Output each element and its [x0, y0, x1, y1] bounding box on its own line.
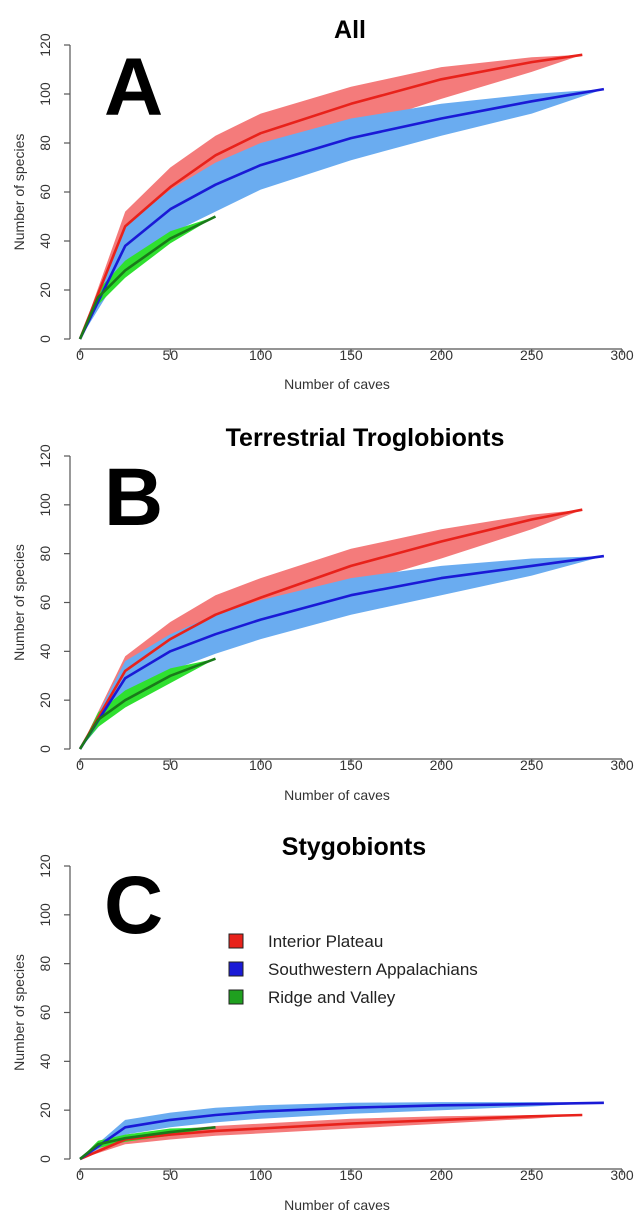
legend-swatch	[228, 989, 244, 1005]
chart-panel-c: 0 50 100 150 200 250 300 0 20 40 60 80 100 120 Number …	[11, 833, 634, 1213]
legend: Interior Plateau Southwestern Appalachian…	[228, 932, 478, 1007]
y-tick-label: 120	[37, 854, 53, 878]
x-tick-label: 0	[76, 347, 84, 363]
y-tick-label: 40	[37, 233, 53, 249]
y-tick-label: 60	[37, 184, 53, 200]
y-tick-label: 80	[37, 956, 53, 972]
y-tick-label: 120	[37, 444, 53, 468]
sw-appalachians-confidence-band	[80, 89, 604, 339]
x-tick-label: 150	[339, 757, 363, 773]
x-axis-label: Number of caves	[284, 376, 390, 392]
x-tick-label: 100	[249, 1167, 273, 1183]
sw-appalachians-line	[78, 87, 605, 340]
x-tick-label: 100	[249, 757, 273, 773]
panel-letter: B	[104, 452, 163, 543]
interior-plateau-line	[78, 508, 583, 750]
panel-letter: C	[104, 860, 163, 951]
panel-letter: A	[104, 42, 163, 133]
sw-appalachians-line	[79, 1101, 604, 1161]
x-tick-label: 250	[520, 347, 544, 363]
y-tick-label: 0	[37, 1155, 53, 1163]
ridge-valley-line	[78, 657, 216, 750]
legend-label: Southwestern Appalachians	[268, 960, 478, 979]
x-tick-label: 300	[610, 1167, 634, 1183]
y-tick-label: 20	[37, 692, 53, 708]
y-tick-label: 80	[37, 546, 53, 562]
chart-panel-b: 0 50 100 150 200 250 300 0 20 40 60 80 100 120 Number …	[11, 424, 634, 803]
y-tick-label: 100	[37, 903, 53, 927]
x-tick-label: 150	[339, 347, 363, 363]
x-tick-label: 200	[430, 1167, 454, 1183]
interior-plateau-line	[79, 1113, 583, 1161]
x-tick-label: 100	[249, 347, 273, 363]
legend-swatch	[228, 933, 244, 949]
chart-title: All	[334, 16, 366, 44]
y-axis-label: Number of species	[11, 544, 27, 661]
x-tick-label: 200	[430, 347, 454, 363]
ridge-valley-line	[79, 1126, 216, 1161]
x-tick-label: 150	[339, 1167, 363, 1183]
sw-appalachians-confidence-band	[80, 556, 604, 749]
legend-label: Interior Plateau	[268, 932, 383, 951]
y-tick-label: 20	[37, 282, 53, 298]
y-tick-label: 80	[37, 135, 53, 151]
y-axis-label: Number of species	[11, 134, 27, 251]
interior-plateau-confidence-band	[80, 509, 583, 749]
interior-plateau-line	[78, 53, 583, 340]
chart-title: Terrestrial Troglobionts	[226, 424, 505, 452]
x-axis-label: Number of caves	[284, 787, 390, 803]
x-tick-label: 300	[610, 757, 634, 773]
y-tick-label: 0	[37, 335, 53, 343]
legend-label: Ridge and Valley	[268, 988, 396, 1007]
x-tick-label: 0	[76, 1167, 84, 1183]
y-tick-label: 20	[37, 1102, 53, 1118]
x-tick-label: 0	[76, 757, 84, 773]
y-tick-label: 60	[37, 1005, 53, 1021]
legend-swatch	[228, 961, 244, 977]
x-tick-label: 250	[520, 1167, 544, 1183]
y-axis-label: Number of species	[11, 954, 27, 1071]
y-tick-label: 40	[37, 1053, 53, 1069]
y-tick-label: 60	[37, 595, 53, 611]
y-tick-label: 40	[37, 643, 53, 659]
x-tick-label: 50	[163, 347, 179, 363]
y-tick-label: 100	[37, 493, 53, 517]
x-tick-label: 50	[163, 1167, 179, 1183]
y-tick-label: 0	[37, 745, 53, 753]
chart-panel-a: 0 50 100 150 200 250 300 0 20 40 60 80 100 120 Number …	[11, 16, 634, 392]
chart-title: Stygobionts	[282, 833, 426, 861]
x-tick-label: 50	[163, 757, 179, 773]
x-axis-label: Number of caves	[284, 1197, 390, 1213]
ridge-valley-line	[78, 215, 217, 340]
x-tick-label: 300	[610, 347, 634, 363]
x-tick-label: 250	[520, 757, 544, 773]
y-tick-label: 120	[37, 33, 53, 57]
sw-appalachians-line	[78, 554, 605, 750]
y-tick-label: 100	[37, 82, 53, 106]
x-tick-label: 200	[430, 757, 454, 773]
